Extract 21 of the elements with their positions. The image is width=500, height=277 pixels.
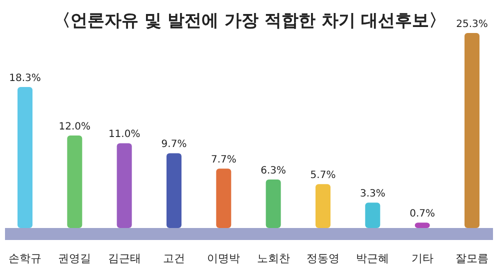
chart-title: 〈언론자유 및 발전에 가장 적합한 차기 대선후보〉 <box>54 11 446 31</box>
data-label: 3.3% <box>360 188 386 200</box>
x-tick-label: 권영길 <box>58 252 92 265</box>
x-tick-label: 손학규 <box>8 252 42 265</box>
data-label: 12.0% <box>58 122 91 133</box>
data-label: 0.7% <box>410 208 436 220</box>
x-tick-label: 고건 <box>163 252 185 265</box>
x-tick-label: 기타 <box>411 252 434 265</box>
x-tick-label: 정동영 <box>306 252 340 265</box>
x-tick-label: 박근혜 <box>356 252 390 265</box>
x-tick-label: 노회찬 <box>256 252 290 265</box>
x-tick-label: 잘모름 <box>456 252 488 265</box>
x-tick-label: 이명박 <box>207 252 240 265</box>
data-label: 11.0% <box>108 129 140 140</box>
data-label: 9.7% <box>161 139 187 150</box>
data-label: 7.7% <box>210 154 236 166</box>
data-label: 25.3% <box>456 19 488 30</box>
data-label: 6.3% <box>260 165 286 176</box>
x-tick-label: 김근태 <box>108 252 141 265</box>
data-label: 5.7% <box>310 170 336 182</box>
data-label: 18.3% <box>9 72 41 84</box>
